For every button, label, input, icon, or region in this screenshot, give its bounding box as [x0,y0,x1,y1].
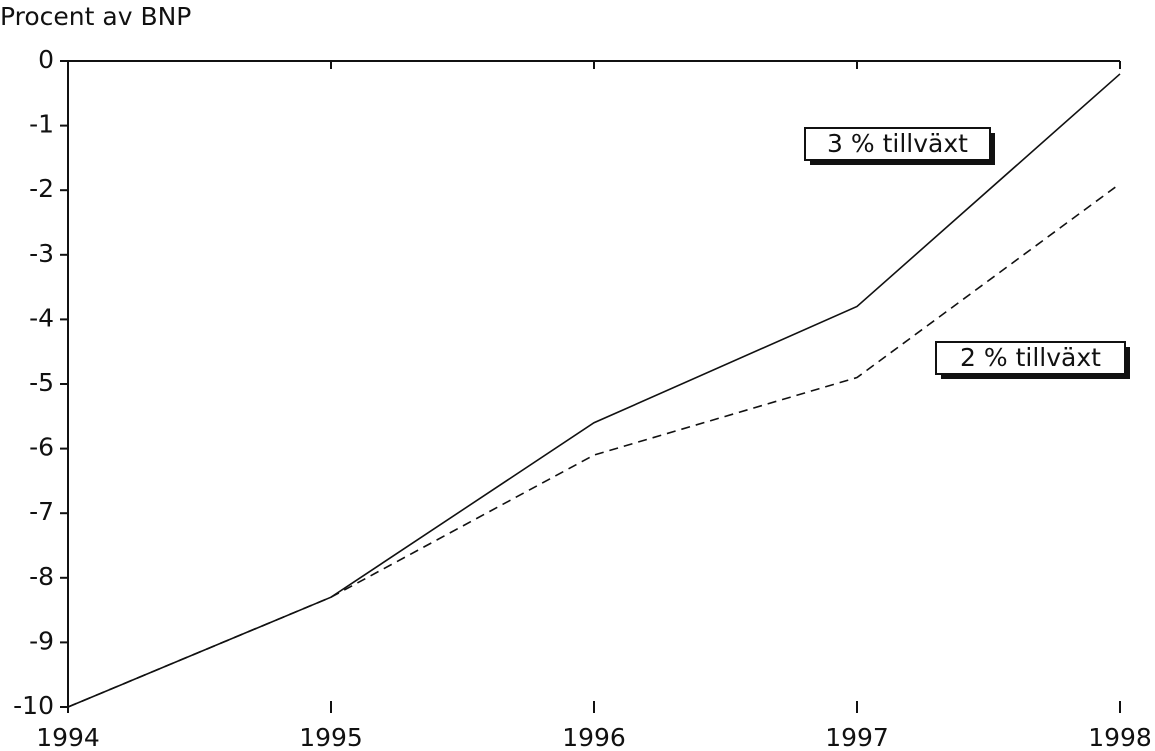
y-tick-label: -8 [29,562,54,591]
chart-title: Procent av BNP [0,2,191,31]
label-box [804,127,991,161]
series-line [67,73,1121,708]
y-tick-label: -10 [13,691,54,720]
y-tick-label: -6 [29,433,54,462]
label-box [935,341,1126,375]
y-tick-label: -1 [29,110,54,139]
y-tick-label: -2 [29,174,54,203]
y-tick-label: -3 [29,239,54,268]
y-tick-label: -5 [29,368,54,397]
x-tick-label: 1997 [825,723,889,751]
y-tick-label: 0 [38,45,54,74]
x-tick-label: 1995 [299,723,363,751]
x-tick-label: 1996 [562,723,626,751]
x-tick-label: 1998 [1088,723,1152,751]
series-label: 2 % tillväxt [960,343,1101,372]
series-label: 3 % tillväxt [827,129,968,158]
y-tick-label: -4 [29,303,54,332]
x-tick-label: 1994 [36,723,100,751]
y-tick-label: -7 [29,497,54,526]
y-tick-label: -9 [29,626,54,655]
series-line [67,183,1121,708]
